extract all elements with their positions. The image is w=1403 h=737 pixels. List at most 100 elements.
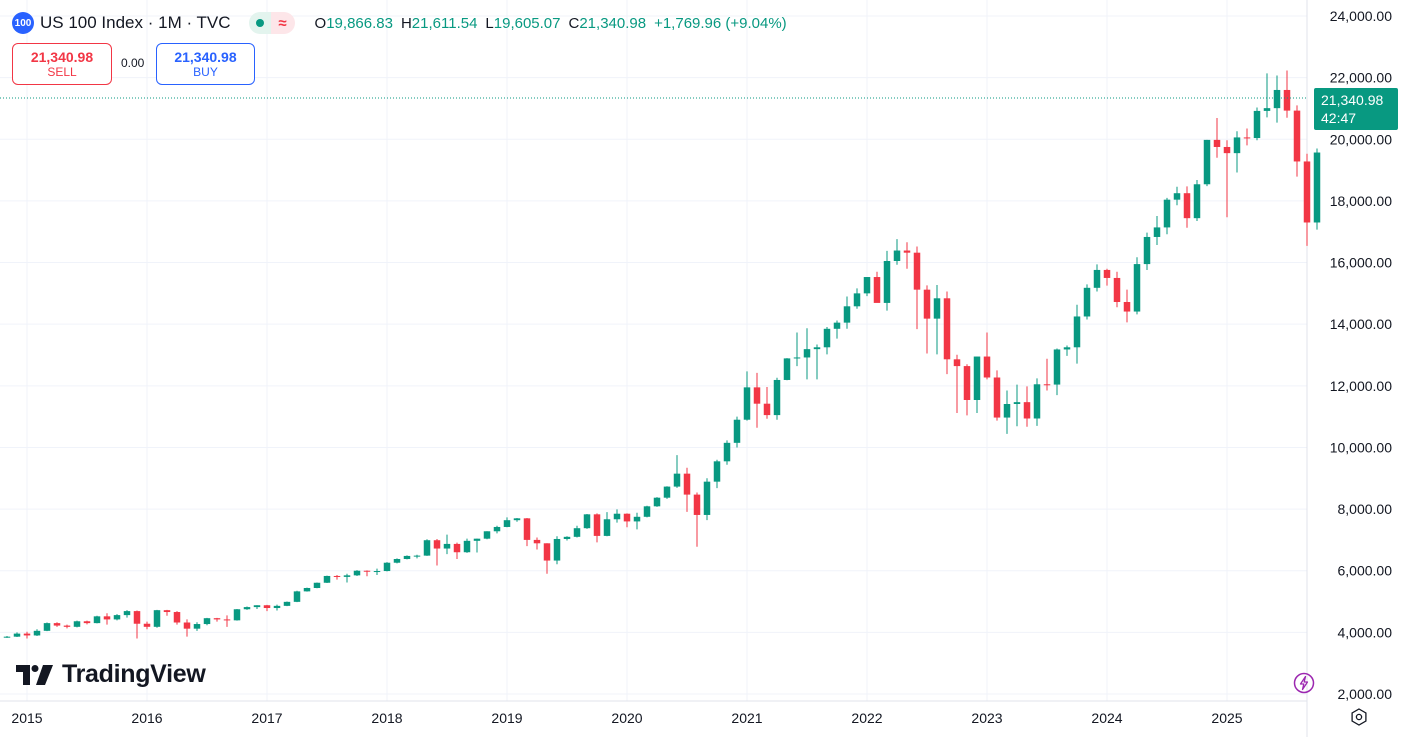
candle <box>1083 284 1091 320</box>
candle-body <box>533 539 541 544</box>
candle <box>503 517 511 528</box>
candle <box>123 610 131 618</box>
candle-body <box>933 298 941 319</box>
candle <box>293 590 301 603</box>
candle-body <box>913 252 921 290</box>
candle-body <box>383 562 391 572</box>
candle-body <box>253 605 261 608</box>
candle <box>1243 128 1251 146</box>
market-open-status[interactable] <box>248 12 271 34</box>
candle <box>163 609 171 616</box>
candle <box>1163 197 1171 235</box>
candle <box>973 356 981 413</box>
tradingview-logo[interactable]: TradingView <box>16 660 206 689</box>
candle <box>33 629 41 637</box>
candle <box>133 610 141 639</box>
candle <box>863 277 871 297</box>
candle <box>403 555 411 560</box>
candle-body <box>413 555 421 557</box>
candle-body <box>103 616 111 620</box>
candle <box>593 513 601 543</box>
candle <box>1033 378 1041 426</box>
candle-body <box>943 298 951 360</box>
gear-icon[interactable] <box>1350 708 1368 726</box>
candle <box>1213 118 1221 158</box>
candle <box>1183 186 1191 228</box>
candle <box>363 570 371 577</box>
candle-body <box>53 623 61 626</box>
candle-body <box>793 357 801 359</box>
candle <box>543 543 551 574</box>
candle-body <box>603 519 611 536</box>
candle-body <box>373 571 381 573</box>
candle <box>1043 358 1051 391</box>
candle-body <box>973 356 981 400</box>
candle-body <box>333 575 341 577</box>
candle <box>913 246 921 330</box>
candle-body <box>123 611 131 616</box>
candle-body <box>653 497 661 507</box>
high-label: H <box>400 14 412 32</box>
time-axis[interactable]: 2015 2016 2017 2018 2019 2020 2021 2022 2023 2024… <box>11 710 1242 726</box>
high-value: 21,611.54 <box>411 14 478 32</box>
candle-body <box>773 379 781 416</box>
candle <box>723 440 731 465</box>
y-tick-label: 2,000.00 <box>1338 686 1393 702</box>
candle-body <box>83 621 91 624</box>
candle <box>113 614 121 621</box>
candle <box>13 632 21 637</box>
flash-icon[interactable] <box>1293 672 1315 694</box>
sell-button[interactable]: 21,340.98 SELL <box>12 43 112 85</box>
candle-body <box>1043 384 1051 386</box>
market-status-pill[interactable]: ≈ <box>248 12 295 34</box>
candle <box>1013 384 1021 427</box>
candle <box>103 613 111 625</box>
symbol-title[interactable]: US 100 Index · 1M · TVC <box>40 13 231 32</box>
candle <box>813 344 821 380</box>
candle-body <box>633 516 641 522</box>
candle <box>73 620 81 628</box>
candle-body <box>1023 402 1031 419</box>
x-tick-label: 2021 <box>731 710 762 726</box>
candle-body <box>243 607 251 610</box>
candle-body <box>273 605 281 609</box>
candle-body <box>433 540 441 549</box>
candle-body <box>1283 89 1291 111</box>
x-tick-label: 2018 <box>371 710 402 726</box>
candle <box>883 250 891 311</box>
candle <box>143 621 151 630</box>
candle-body <box>453 543 461 553</box>
candle <box>93 615 101 624</box>
candle-body <box>393 559 401 563</box>
candle <box>1253 107 1261 141</box>
candle <box>53 622 61 627</box>
candle <box>283 601 291 607</box>
data-delay-icon[interactable]: ≈ <box>270 12 295 34</box>
candle-body <box>403 555 411 560</box>
candle-body <box>993 377 1001 418</box>
y-tick-label: 16,000.00 <box>1330 255 1392 271</box>
candle-body <box>23 633 31 636</box>
candle-body <box>63 625 71 627</box>
candle <box>243 606 251 610</box>
candle-body <box>713 461 721 482</box>
candle-body <box>723 442 731 462</box>
candle <box>1263 73 1271 118</box>
candle-body <box>233 609 241 621</box>
candle-body <box>213 618 221 620</box>
buy-button[interactable]: 21,340.98 BUY <box>156 43 255 85</box>
candle-body <box>893 250 901 262</box>
candle-body <box>443 543 451 549</box>
candle <box>153 609 161 628</box>
candle-body <box>1103 269 1111 278</box>
candle <box>83 620 91 625</box>
candle-body <box>1203 139 1211 185</box>
candle <box>273 604 281 611</box>
candle <box>743 371 751 421</box>
close-value: 21,340.98 <box>579 14 647 32</box>
candle <box>203 617 211 626</box>
candle-body <box>803 349 811 358</box>
price-axis[interactable]: 2,000.00 4,000.00 6,000.00 8,000.00 10,000.0… <box>1330 8 1393 702</box>
candle-body <box>1073 316 1081 348</box>
